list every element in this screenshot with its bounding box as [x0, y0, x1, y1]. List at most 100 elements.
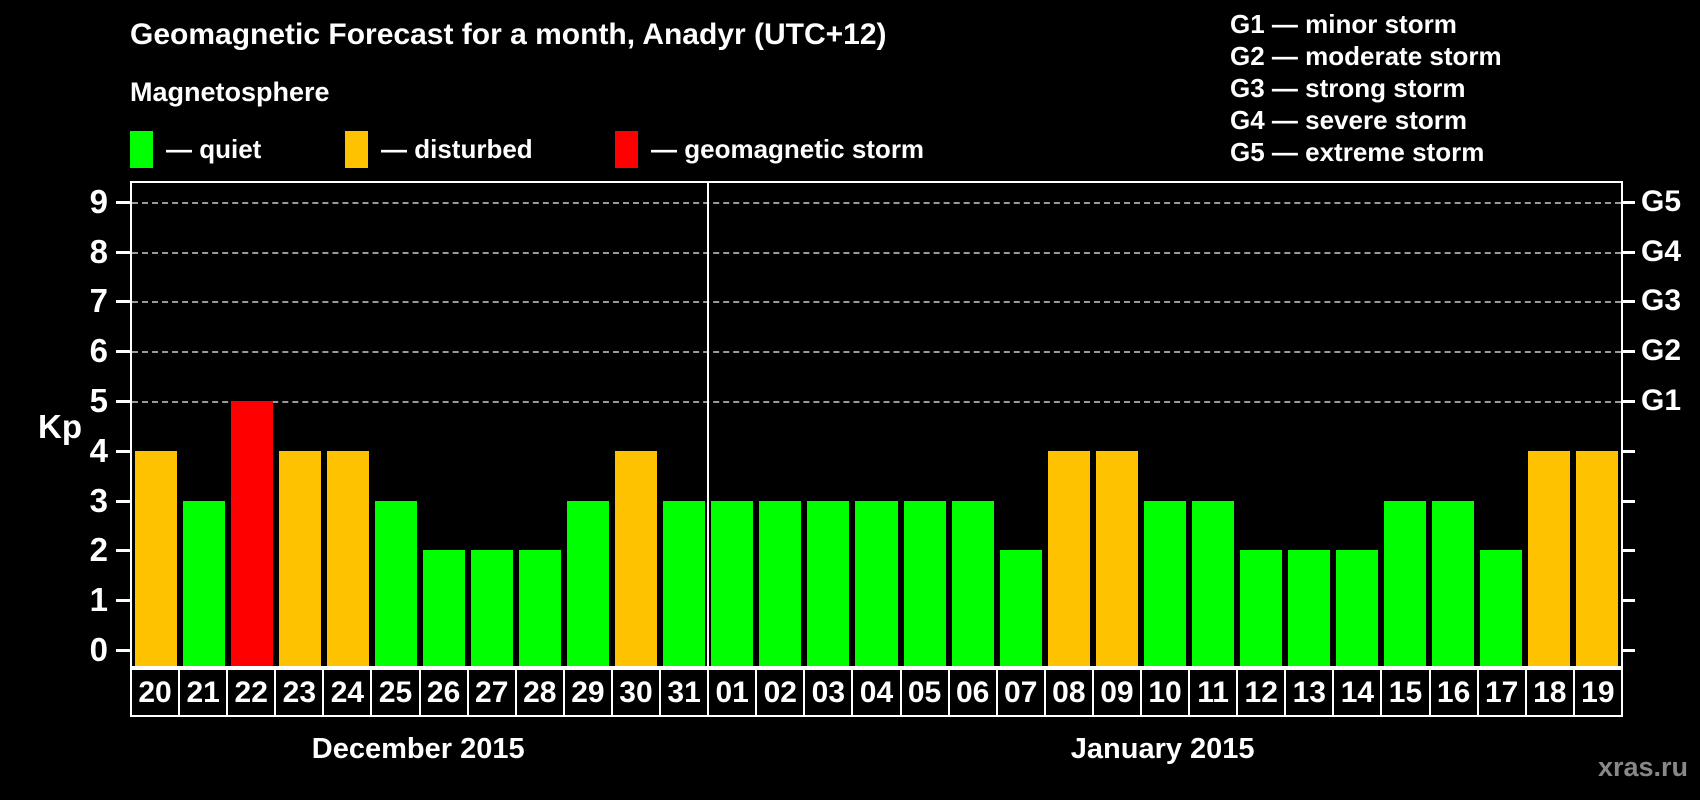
g-legend-line-5: G5 — extreme storm [1230, 137, 1485, 167]
date-axis: 20 21 22 23 24 25 26 27 28 29 30 31 01 02 03 04 05 06 07 08… [130, 668, 1623, 717]
right-tick-0 [1621, 649, 1635, 652]
kp-axis-label: Kp [38, 408, 82, 445]
month-label-2: January 2015 [1070, 733, 1255, 765]
left-tick-3 [116, 499, 130, 503]
date-box-18: 18 [1524, 668, 1575, 717]
date-box-17: 17 [1476, 668, 1527, 717]
g-legend-line-1: G1 — minor storm [1230, 9, 1457, 39]
g-legend-line-2: G2 — moderate storm [1230, 41, 1502, 71]
kp-bar-05 [903, 500, 946, 666]
ytick-label-7: 7 [89, 282, 108, 320]
kp-bar-11 [1191, 500, 1234, 666]
date-box-25: 25 [370, 668, 421, 717]
left-tick-2 [116, 549, 130, 553]
left-tick-0 [116, 649, 130, 652]
kp-bar-02 [759, 500, 802, 666]
left-tick-8 [116, 250, 130, 254]
gtick-label-G5: G5 [1641, 184, 1682, 218]
gtick-label-G2: G2 [1641, 334, 1682, 368]
gridline-kp5 [132, 401, 1621, 403]
date-box-10: 10 [1139, 668, 1191, 717]
right-tick-2 [1621, 549, 1635, 553]
chart-title: Geomagnetic Forecast for a month, Anadyr… [130, 18, 887, 51]
date-box-12: 12 [1236, 668, 1287, 717]
kp-bar-09 [1095, 450, 1138, 666]
kp-bar-12 [1239, 550, 1282, 666]
g-scale-legend: G1 — minor storm G2 — moderate storm G3 — … [1230, 8, 1502, 168]
kp-bar-21 [183, 500, 226, 666]
kp-bar-08 [1047, 450, 1090, 666]
ytick-label-1: 1 [89, 581, 108, 619]
date-box-24: 24 [322, 668, 373, 717]
kp-bar-19 [1575, 450, 1618, 666]
date-box-13: 13 [1284, 668, 1335, 717]
month-separator [707, 183, 710, 666]
gridline-kp8 [132, 251, 1621, 254]
date-box-22: 22 [226, 668, 277, 717]
right-tick-7 [1621, 300, 1635, 304]
kp-bar-01 [711, 500, 754, 666]
kp-bar-20 [135, 450, 178, 666]
kp-bar-24 [327, 450, 370, 666]
left-tick-4 [116, 449, 130, 453]
ytick-label-3: 3 [89, 481, 108, 519]
left-tick-9 [116, 200, 130, 204]
legend-label-storm: — geomagnetic storm [651, 134, 925, 164]
gtick-label-G3: G3 [1641, 284, 1682, 318]
right-tick-9 [1621, 200, 1635, 204]
ytick-label-9: 9 [89, 182, 108, 220]
date-box-27: 27 [466, 668, 517, 717]
g-legend-line-3: G3 — strong storm [1230, 73, 1466, 103]
kp-bar-17 [1479, 550, 1522, 666]
kp-bar-13 [1287, 550, 1330, 666]
date-box-05: 05 [899, 668, 950, 717]
date-box-08: 08 [1043, 668, 1094, 717]
legend-item-quiet: — quiet [130, 131, 261, 168]
right-tick-6 [1621, 350, 1635, 354]
kp-bar-10 [1143, 500, 1186, 666]
date-box-03: 03 [803, 668, 854, 717]
ytick-label-8: 8 [89, 232, 108, 270]
left-tick-6 [116, 350, 130, 354]
gtick-label-G4: G4 [1641, 234, 1682, 268]
kp-bar-25 [375, 500, 418, 666]
right-tick-1 [1621, 599, 1635, 603]
date-box-04: 04 [851, 668, 902, 717]
legend-swatch-storm [615, 131, 638, 168]
kp-bar-03 [807, 500, 850, 666]
date-box-21: 21 [178, 668, 229, 717]
date-box-16: 16 [1428, 668, 1479, 717]
plot-area [130, 181, 1623, 668]
ytick-label-5: 5 [89, 382, 108, 419]
date-box-30: 30 [610, 668, 662, 717]
gridline-kp7 [132, 301, 1621, 304]
magnetosphere-heading: Magnetosphere [130, 77, 330, 107]
kp-bar-29 [567, 500, 610, 666]
date-box-26: 26 [418, 668, 469, 717]
kp-bar-16 [1431, 500, 1474, 666]
legend-label-disturbed: — disturbed [381, 134, 533, 164]
kp-bar-27 [471, 550, 514, 666]
date-box-20: 20 [130, 668, 181, 717]
ytick-label-4: 4 [89, 431, 108, 469]
legend-item-disturbed: — disturbed [345, 131, 533, 168]
right-tick-5 [1621, 400, 1635, 403]
left-tick-1 [116, 599, 130, 603]
gridline-kp6 [132, 351, 1621, 354]
kp-bar-30 [615, 450, 658, 666]
kp-bar-31 [663, 500, 706, 666]
kp-bar-18 [1527, 450, 1570, 666]
kp-bar-07 [999, 550, 1042, 666]
ytick-label-0: 0 [89, 631, 108, 668]
date-box-11: 11 [1188, 668, 1239, 717]
kp-bar-04 [855, 500, 898, 666]
date-box-15: 15 [1380, 668, 1431, 717]
left-tick-5 [116, 400, 130, 403]
date-box-19: 19 [1572, 668, 1623, 717]
watermark: xras.ru [1597, 752, 1688, 782]
date-box-09: 09 [1091, 668, 1142, 717]
legend-swatch-quiet [130, 131, 153, 168]
legend-item-storm: — geomagnetic storm [615, 131, 924, 168]
kp-bar-14 [1335, 550, 1378, 666]
date-box-23: 23 [274, 668, 325, 717]
